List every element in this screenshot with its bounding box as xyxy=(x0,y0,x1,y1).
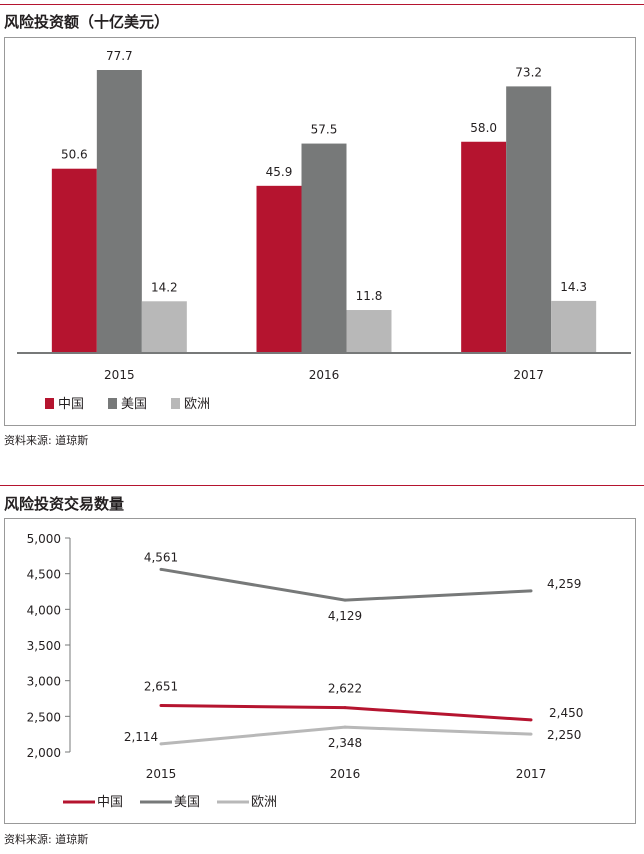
top-rule-2 xyxy=(0,485,644,486)
legend-label: 欧洲 xyxy=(251,795,277,810)
chart2-title: 风险投资交易数量 xyxy=(4,495,125,513)
y-tick-label: 5,000 xyxy=(27,532,61,546)
data-point xyxy=(529,732,533,736)
x-tick-label: 2015 xyxy=(104,368,135,382)
bar-2017-2 xyxy=(551,300,597,353)
x-tick-label: 2015 xyxy=(146,767,177,781)
bar-2015-0 xyxy=(51,168,97,353)
data-point xyxy=(159,704,163,708)
y-tick-label: 2,500 xyxy=(27,710,61,724)
bar-value-label: 73.2 xyxy=(515,65,542,79)
point-value-label: 2,114 xyxy=(124,730,158,744)
series-line-1 xyxy=(160,567,532,602)
bar-chart: 50.6 77.7 14.2 2015 45.9 57.5 11.8 2016 58.0 73.2… xyxy=(17,49,631,412)
top-rule-1 xyxy=(0,4,644,5)
bar-2015-1 xyxy=(96,70,142,353)
bar-value-label: 77.7 xyxy=(106,49,133,63)
bar-value-label: 14.2 xyxy=(151,280,178,294)
y-tick-label: 4,000 xyxy=(27,603,61,617)
chart1-panel: 50.6 77.7 14.2 2015 45.9 57.5 11.8 2016 58.0 73.2… xyxy=(4,37,636,426)
point-value-label: 4,129 xyxy=(328,609,362,623)
y-tick-label: 3,500 xyxy=(27,639,61,653)
data-point xyxy=(159,742,163,746)
bar-2017-0 xyxy=(461,141,507,353)
bar-2016-2 xyxy=(346,310,392,353)
x-tick-label: 2016 xyxy=(330,767,361,781)
legend-label: 中国 xyxy=(58,397,84,412)
legend-swatch xyxy=(171,398,180,409)
data-point xyxy=(529,718,533,722)
y-tick-label: 3,000 xyxy=(27,675,61,689)
point-value-label: 4,561 xyxy=(144,550,178,564)
legend-label: 美国 xyxy=(174,795,200,810)
point-value-label: 2,651 xyxy=(144,680,178,694)
legend-swatch xyxy=(108,398,117,409)
legend-label: 欧洲 xyxy=(184,397,210,412)
legend-label: 中国 xyxy=(97,795,123,810)
bar-2016-1 xyxy=(301,143,347,353)
y-tick-label: 4,500 xyxy=(27,568,61,582)
legend-swatch xyxy=(45,398,54,409)
point-value-label: 2,622 xyxy=(328,682,362,696)
bar-value-label: 58.0 xyxy=(470,121,497,135)
bar-2017-1 xyxy=(506,86,552,354)
data-point xyxy=(343,725,347,729)
data-point xyxy=(343,598,347,602)
chart1-source: 资料来源: 道琼斯 xyxy=(4,434,89,447)
bar-value-label: 14.3 xyxy=(560,280,587,294)
y-tick-label: 2,000 xyxy=(27,746,61,760)
data-point xyxy=(159,567,163,571)
bar-2016-0 xyxy=(256,185,302,353)
bar-value-label: 11.8 xyxy=(356,289,383,303)
legend-label: 美国 xyxy=(121,397,147,412)
point-value-label: 2,450 xyxy=(549,706,583,720)
chart1-title: 风险投资额（十亿美元） xyxy=(4,13,170,31)
line-chart: 2,000 2,500 3,000 3,500 4,000 4,500 5,000 2015 2… xyxy=(27,532,584,810)
point-value-label: 2,348 xyxy=(328,736,362,750)
bar-value-label: 57.5 xyxy=(311,123,338,137)
bar-2015-2 xyxy=(141,301,187,353)
x-tick-label: 2016 xyxy=(309,368,340,382)
point-value-label: 2,250 xyxy=(547,728,581,742)
bar-value-label: 45.9 xyxy=(266,165,293,179)
x-tick-label: 2017 xyxy=(516,767,547,781)
data-point xyxy=(529,589,533,593)
chart2-panel: 2,000 2,500 3,000 3,500 4,000 4,500 5,000 2015 2… xyxy=(4,518,636,824)
x-tick-label: 2017 xyxy=(513,368,544,382)
chart2-source: 资料来源: 道琼斯 xyxy=(4,833,89,846)
point-value-label: 4,259 xyxy=(547,577,581,591)
data-point xyxy=(343,706,347,710)
bar-value-label: 50.6 xyxy=(61,148,88,162)
